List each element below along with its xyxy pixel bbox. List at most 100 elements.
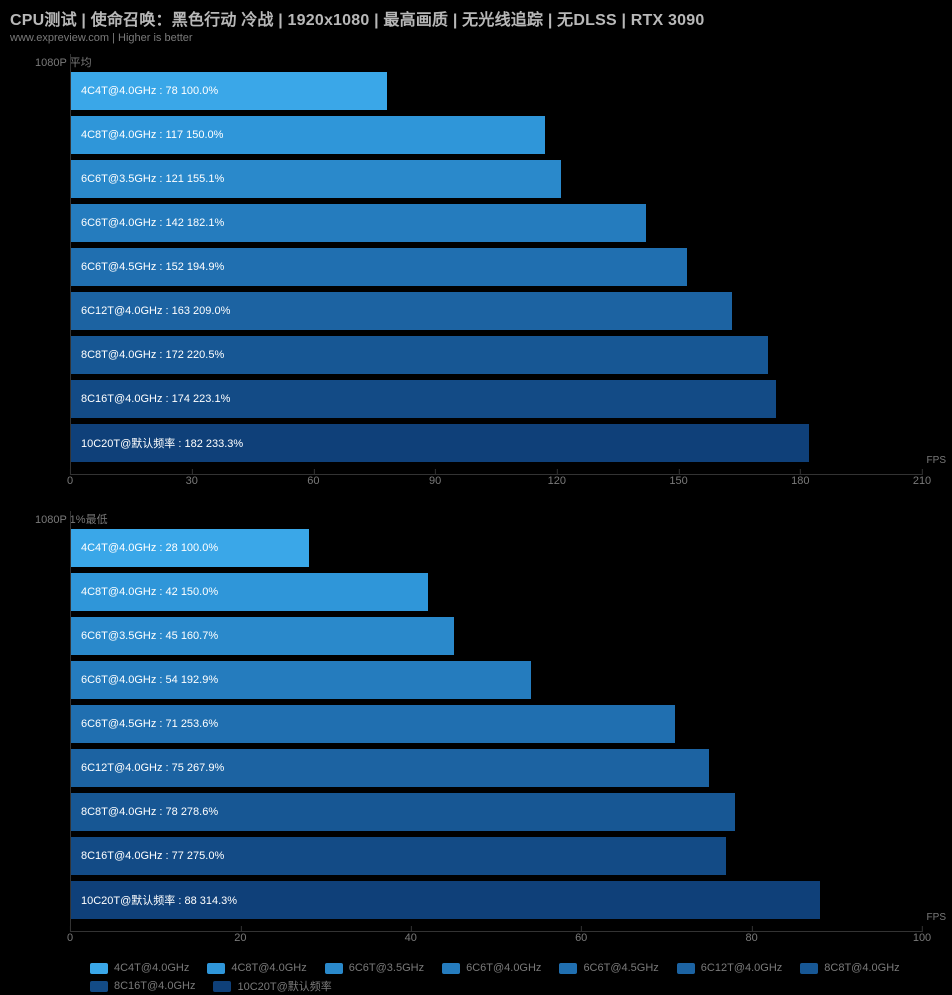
axis-title: FPS <box>927 455 946 466</box>
legend-item: 8C8T@4.0GHz <box>800 962 899 974</box>
bar-label: 6C6T@4.5GHz : 152 194.9% <box>81 261 224 273</box>
axis-tick-label: 40 <box>405 932 417 944</box>
legend-swatch <box>325 963 343 974</box>
legend-item: 6C12T@4.0GHz <box>677 962 782 974</box>
bar: 6C12T@4.0GHz : 75 267.9% <box>71 749 709 787</box>
legend-swatch <box>800 963 818 974</box>
bar-label: 8C16T@4.0GHz : 174 223.1% <box>81 393 230 405</box>
legend-item: 4C8T@4.0GHz <box>207 962 306 974</box>
x-axis: 020406080100FPS <box>70 932 922 954</box>
axis-tick: 80 <box>745 932 757 944</box>
bar: 10C20T@默认频率 : 182 233.3% <box>71 424 809 462</box>
bar-row: 10C20T@默认频率 : 182 233.3% <box>71 424 922 462</box>
bar: 8C8T@4.0GHz : 172 220.5% <box>71 336 768 374</box>
bar-label: 6C12T@4.0GHz : 75 267.9% <box>81 762 224 774</box>
axis-tick: 30 <box>186 475 198 487</box>
legend-label: 6C6T@3.5GHz <box>349 962 424 974</box>
legend-item: 6C6T@3.5GHz <box>325 962 424 974</box>
bar-row: 6C6T@3.5GHz : 45 160.7% <box>71 617 922 655</box>
bars-area: 4C4T@4.0GHz : 28 100.0% 4C8T@4.0GHz : 42 … <box>70 511 922 932</box>
bar-row: 8C8T@4.0GHz : 78 278.6% <box>71 793 922 831</box>
axis-tick-label: 80 <box>745 932 757 944</box>
legend-swatch <box>213 981 231 992</box>
axis-tick: 210 <box>913 475 931 487</box>
axis-tick: 90 <box>429 475 441 487</box>
bar-label: 10C20T@默认频率 : 182 233.3% <box>81 435 243 451</box>
bar: 4C8T@4.0GHz : 117 150.0% <box>71 116 545 154</box>
bar-label: 6C6T@4.0GHz : 142 182.1% <box>81 217 224 229</box>
bar: 6C6T@4.0GHz : 54 192.9% <box>71 661 531 699</box>
axis-tick: 0 <box>67 475 73 487</box>
axis-tick: 120 <box>548 475 566 487</box>
legend-label: 4C8T@4.0GHz <box>231 962 306 974</box>
bar: 6C6T@4.5GHz : 71 253.6% <box>71 705 675 743</box>
legend-item: 6C6T@4.0GHz <box>442 962 541 974</box>
bar: 6C6T@4.5GHz : 152 194.9% <box>71 248 687 286</box>
axis-tick: 150 <box>669 475 687 487</box>
axis-tick-label: 30 <box>186 475 198 487</box>
bar-row: 6C6T@4.5GHz : 152 194.9% <box>71 248 922 286</box>
charts-container: 1080P 平均4C4T@4.0GHz : 78 100.0%4C8T@4.0G… <box>0 54 952 954</box>
axis-tick-label: 0 <box>67 932 73 944</box>
legend-swatch <box>442 963 460 974</box>
bar-label: 4C4T@4.0GHz : 28 100.0% <box>81 542 218 554</box>
bar-row: 6C6T@4.5GHz : 71 253.6% <box>71 705 922 743</box>
bar: 6C6T@3.5GHz : 45 160.7% <box>71 617 454 655</box>
legend-label: 6C6T@4.0GHz <box>466 962 541 974</box>
bar-row: 10C20T@默认频率 : 88 314.3% <box>71 881 922 919</box>
legend-item: 6C6T@4.5GHz <box>559 962 658 974</box>
legend-swatch <box>559 963 577 974</box>
bar-row: 4C8T@4.0GHz : 117 150.0% <box>71 116 922 154</box>
axis-tick: 20 <box>234 932 246 944</box>
axis-tick: 0 <box>67 932 73 944</box>
chart-legend: 4C4T@4.0GHz 4C8T@4.0GHz 6C6T@3.5GHz 6C6T@4.… <box>90 962 910 994</box>
legend-label: 6C12T@4.0GHz <box>701 962 782 974</box>
bar-label: 6C6T@3.5GHz : 45 160.7% <box>81 630 218 642</box>
legend-swatch <box>90 981 108 992</box>
bar-row: 6C12T@4.0GHz : 75 267.9% <box>71 749 922 787</box>
chart-block: 1080P 平均4C4T@4.0GHz : 78 100.0%4C8T@4.0G… <box>70 54 922 497</box>
axis-tick-label: 90 <box>429 475 441 487</box>
axis-tick-label: 60 <box>307 475 319 487</box>
axis-tick: 100 <box>913 932 931 944</box>
legend-label: 8C16T@4.0GHz <box>114 980 195 992</box>
bar-label: 6C6T@3.5GHz : 121 155.1% <box>81 173 224 185</box>
chart-block: 1080P 1%最低4C4T@4.0GHz : 28 100.0%4C8T@4.… <box>70 511 922 954</box>
legend-label: 4C4T@4.0GHz <box>114 962 189 974</box>
bar-row: 4C8T@4.0GHz : 42 150.0% <box>71 573 922 611</box>
bar-label: 8C16T@4.0GHz : 77 275.0% <box>81 850 224 862</box>
legend-label: 8C8T@4.0GHz <box>824 962 899 974</box>
bar-label: 4C8T@4.0GHz : 117 150.0% <box>81 129 223 141</box>
bar-label: 6C12T@4.0GHz : 163 209.0% <box>81 305 230 317</box>
axis-tick-label: 60 <box>575 932 587 944</box>
bar-row: 8C16T@4.0GHz : 77 275.0% <box>71 837 922 875</box>
bar: 4C8T@4.0GHz : 42 150.0% <box>71 573 428 611</box>
legend-label: 6C6T@4.5GHz <box>583 962 658 974</box>
axis-tick-label: 20 <box>234 932 246 944</box>
bar-row: 8C16T@4.0GHz : 174 223.1% <box>71 380 922 418</box>
bar: 4C4T@4.0GHz : 78 100.0% <box>71 72 387 110</box>
axis-title: FPS <box>927 912 946 923</box>
axis-tick-label: 150 <box>669 475 687 487</box>
legend-swatch <box>677 963 695 974</box>
bar-label: 8C8T@4.0GHz : 78 278.6% <box>81 806 218 818</box>
bar-label: 4C4T@4.0GHz : 78 100.0% <box>81 85 218 97</box>
chart-title: CPU测试 | 使命召唤：黑色行动 冷战 | 1920x1080 | 最高画质 … <box>10 6 942 30</box>
legend-item: 10C20T@默认频率 <box>213 978 331 994</box>
bar-row: 6C6T@4.0GHz : 142 182.1% <box>71 204 922 242</box>
bars-area: 4C4T@4.0GHz : 78 100.0% 4C8T@4.0GHz : 117… <box>70 54 922 475</box>
bar-label: 8C8T@4.0GHz : 172 220.5% <box>81 349 224 361</box>
bar: 8C16T@4.0GHz : 174 223.1% <box>71 380 776 418</box>
bar: 4C4T@4.0GHz : 28 100.0% <box>71 529 309 567</box>
axis-tick-label: 180 <box>791 475 809 487</box>
axis-tick-label: 100 <box>913 932 931 944</box>
x-axis: 0306090120150180210FPS <box>70 475 922 497</box>
axis-tick-label: 0 <box>67 475 73 487</box>
axis-tick: 60 <box>575 932 587 944</box>
legend-swatch <box>207 963 225 974</box>
bar-label: 4C8T@4.0GHz : 42 150.0% <box>81 586 218 598</box>
bar: 8C16T@4.0GHz : 77 275.0% <box>71 837 726 875</box>
bar: 6C6T@4.0GHz : 142 182.1% <box>71 204 646 242</box>
bar: 6C6T@3.5GHz : 121 155.1% <box>71 160 561 198</box>
bar-row: 6C6T@3.5GHz : 121 155.1% <box>71 160 922 198</box>
